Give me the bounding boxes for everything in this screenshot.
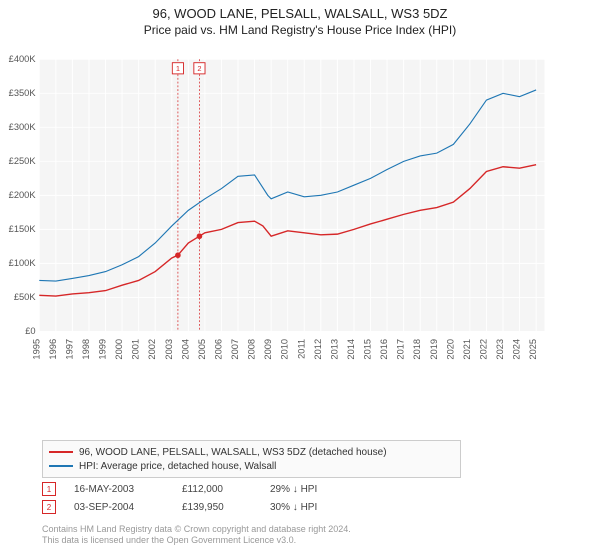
svg-text:£300K: £300K [9,122,37,132]
svg-text:2006: 2006 [213,339,223,360]
sale-price: £112,000 [182,484,252,495]
page-title: 96, WOOD LANE, PELSALL, WALSALL, WS3 5DZ [0,0,600,21]
svg-text:2015: 2015 [363,339,373,360]
sale-date: 16-MAY-2003 [74,484,164,495]
svg-text:2023: 2023 [495,339,505,360]
footer-line2: This data is licensed under the Open Gov… [42,535,351,546]
svg-text:2011: 2011 [296,339,306,359]
svg-text:1: 1 [176,64,180,73]
svg-text:2024: 2024 [512,339,522,360]
legend-swatch [49,451,73,453]
page-subtitle: Price paid vs. HM Land Registry's House … [0,21,600,41]
sales-list: 1 16-MAY-2003 £112,000 29% ↓ HPI 2 03-SEP-200… [42,482,350,518]
svg-text:2: 2 [197,64,201,73]
legend-label: 96, WOOD LANE, PELSALL, WALSALL, WS3 5DZ… [79,447,387,458]
sale-marker-icon: 1 [42,482,56,496]
footer-line1: Contains HM Land Registry data © Crown c… [42,524,351,535]
svg-text:2025: 2025 [528,339,538,360]
chart-svg: £0 £50K £100K £150K £200K £250K £300K £350K £400… [2,44,550,384]
svg-text:2020: 2020 [445,339,455,360]
legend-label: HPI: Average price, detached house, Wals… [79,461,276,472]
sale-diff: 30% ↓ HPI [270,502,350,513]
svg-text:2000: 2000 [114,339,124,360]
svg-text:2021: 2021 [462,339,472,360]
svg-text:2008: 2008 [247,339,257,360]
svg-text:£200K: £200K [9,190,37,200]
svg-text:2005: 2005 [197,339,207,360]
svg-text:2018: 2018 [412,339,422,360]
svg-text:2003: 2003 [164,339,174,360]
legend: 96, WOOD LANE, PELSALL, WALSALL, WS3 5DZ… [42,440,461,478]
svg-text:£350K: £350K [9,88,37,98]
svg-text:2019: 2019 [429,339,439,360]
svg-text:2004: 2004 [180,339,190,360]
svg-text:2007: 2007 [230,339,240,360]
svg-text:2022: 2022 [478,339,488,360]
svg-text:2016: 2016 [379,339,389,360]
svg-text:£250K: £250K [9,156,37,166]
svg-text:1996: 1996 [48,339,58,360]
svg-text:£150K: £150K [9,224,37,234]
svg-text:£50K: £50K [14,292,37,302]
svg-text:1999: 1999 [98,339,108,360]
sale-price: £139,950 [182,502,252,513]
svg-text:£100K: £100K [9,258,37,268]
sale-row: 2 03-SEP-2004 £139,950 30% ↓ HPI [42,500,350,514]
sale-row: 1 16-MAY-2003 £112,000 29% ↓ HPI [42,482,350,496]
svg-text:2017: 2017 [396,339,406,360]
svg-text:2014: 2014 [346,339,356,360]
svg-text:£400K: £400K [9,54,37,64]
svg-text:1997: 1997 [64,339,74,360]
svg-text:2002: 2002 [147,339,157,360]
svg-text:2013: 2013 [329,339,339,360]
legend-item: 96, WOOD LANE, PELSALL, WALSALL, WS3 5DZ… [49,445,454,459]
svg-text:2009: 2009 [263,339,273,360]
sale-marker-icon: 2 [42,500,56,514]
svg-text:2012: 2012 [313,339,323,360]
sale-diff: 29% ↓ HPI [270,484,350,495]
chart-container: 96, WOOD LANE, PELSALL, WALSALL, WS3 5DZ… [0,0,600,560]
svg-text:2010: 2010 [280,339,290,360]
svg-text:1995: 1995 [31,339,41,360]
legend-item: HPI: Average price, detached house, Wals… [49,459,454,473]
legend-swatch [49,465,73,467]
sale-date: 03-SEP-2004 [74,502,164,513]
footer-attribution: Contains HM Land Registry data © Crown c… [42,524,351,547]
svg-text:1998: 1998 [81,339,91,360]
svg-text:2001: 2001 [131,339,141,360]
svg-text:£0: £0 [25,326,35,336]
